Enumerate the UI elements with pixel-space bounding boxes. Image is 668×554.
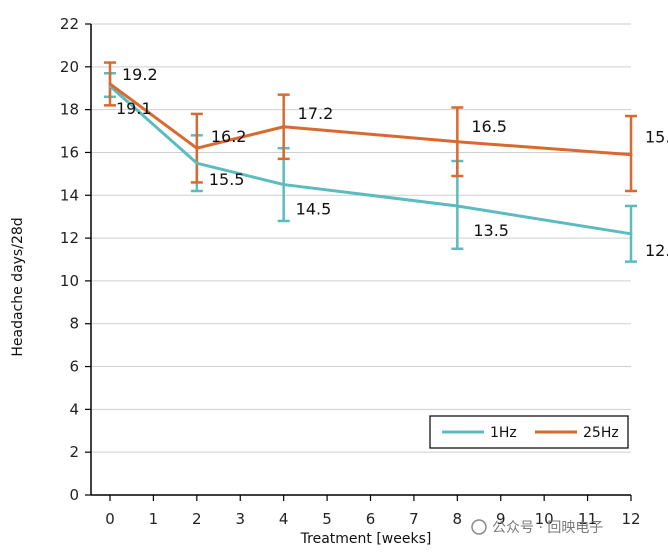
data-label-25hz-1: 16.2 bbox=[211, 127, 247, 146]
watermark-text: 公众号 · 回映电子 bbox=[492, 520, 603, 536]
data-label-25hz-4: 15.9 bbox=[645, 128, 668, 147]
legend: 1Hz 25Hz bbox=[429, 415, 629, 449]
x-axis-label: Treatment [weeks] bbox=[300, 531, 432, 547]
tick-label-y-22: 22 bbox=[60, 15, 79, 33]
data-point-1hz-4 bbox=[629, 232, 633, 236]
tick-label-y-18: 18 bbox=[60, 101, 79, 119]
tick-label-y-6: 6 bbox=[69, 358, 79, 376]
data-point-1hz-2 bbox=[282, 183, 286, 187]
tick-label-x-5: 5 bbox=[322, 510, 332, 528]
tick-label-x-2: 2 bbox=[192, 510, 202, 528]
series-line-25hz bbox=[109, 82, 632, 157]
data-label-1hz-0: 19.1 bbox=[116, 99, 152, 118]
data-point-25hz-2 bbox=[282, 125, 286, 129]
tick-label-y-0: 0 bbox=[69, 486, 79, 504]
tick-label-x-8: 8 bbox=[453, 510, 463, 528]
tick-label-y-2: 2 bbox=[69, 443, 79, 461]
data-label-1hz-1: 15.5 bbox=[209, 170, 245, 189]
data-point-25hz-3 bbox=[455, 140, 459, 144]
tick-label-y-10: 10 bbox=[60, 272, 79, 290]
data-point-1hz-1 bbox=[195, 161, 199, 165]
data-label-1hz-3: 13.5 bbox=[473, 221, 509, 240]
tick-label-x-6: 6 bbox=[366, 510, 376, 528]
y-axis-label: Headache days/28d bbox=[10, 217, 26, 356]
tick-label-x-11: 11 bbox=[578, 510, 597, 528]
data-label-1hz-2: 14.5 bbox=[296, 200, 332, 219]
data-label-25hz-2: 17.2 bbox=[298, 104, 334, 123]
wechat-icon bbox=[471, 519, 487, 535]
tick-label-x-1: 1 bbox=[149, 510, 159, 528]
tick-label-y-4: 4 bbox=[69, 400, 79, 418]
data-label-25hz-3: 16.5 bbox=[471, 117, 507, 136]
tick-label-x-7: 7 bbox=[409, 510, 419, 528]
tick-label-x-12: 12 bbox=[621, 510, 640, 528]
gridlines bbox=[91, 23, 631, 453]
data-point-25hz-0 bbox=[108, 82, 112, 86]
tick-label-x-0: 0 bbox=[105, 510, 115, 528]
data-label-1hz-4: 12.2 bbox=[645, 241, 668, 260]
data-point-1hz-3 bbox=[455, 204, 459, 208]
tick-label-x-9: 9 bbox=[496, 510, 506, 528]
tick-label-y-20: 20 bbox=[60, 58, 79, 76]
legend-label-25hz: 25Hz bbox=[583, 425, 619, 441]
tick-label-y-8: 8 bbox=[69, 315, 79, 333]
tick-label-x-3: 3 bbox=[235, 510, 245, 528]
data-labels: 19.1 15.5 14.5 13.5 12.2 19.2 16.2 17.2 16.5 15.9 bbox=[116, 65, 668, 260]
series-line-1hz bbox=[109, 84, 632, 236]
watermark: 公众号 · 回映电子 bbox=[471, 519, 603, 536]
data-point-25hz-1 bbox=[195, 146, 199, 150]
data-label-25hz-0: 19.2 bbox=[122, 65, 158, 84]
tick-label-y-12: 12 bbox=[60, 229, 79, 247]
data-point-25hz-4 bbox=[629, 153, 633, 157]
tick-label-y-14: 14 bbox=[60, 186, 79, 204]
series bbox=[104, 61, 637, 263]
tick-label-x-10: 10 bbox=[535, 510, 554, 528]
tick-label-y-16: 16 bbox=[60, 143, 79, 161]
legend-label-1hz: 1Hz bbox=[490, 425, 517, 441]
tick-label-x-4: 4 bbox=[279, 510, 289, 528]
